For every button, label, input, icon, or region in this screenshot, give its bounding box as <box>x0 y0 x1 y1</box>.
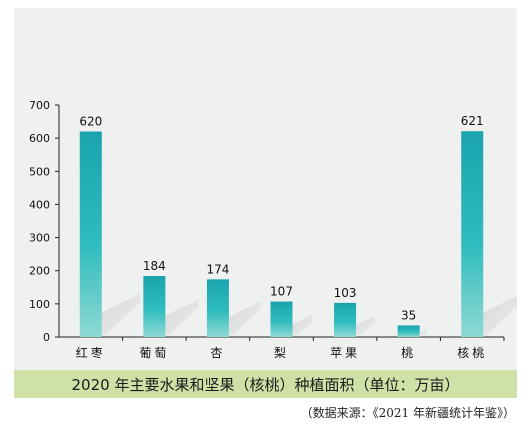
bar-0 <box>79 131 102 337</box>
source-note: （数据来源：《2021 年新疆统计年鉴》） <box>300 406 515 420</box>
bar-4 <box>334 302 357 337</box>
bar-shadow <box>228 301 261 335</box>
data-label: 103 <box>334 286 357 300</box>
bar-shadow <box>101 293 141 335</box>
y-tick-label: 300 <box>29 232 50 245</box>
bar-shadow <box>165 299 199 335</box>
data-label: 620 <box>79 115 102 129</box>
x-tick-label: 梨 <box>274 346 289 360</box>
y-tick-label: 100 <box>29 298 50 311</box>
x-tick-label: 桃 <box>401 345 416 360</box>
x-tick-label: 苹果 <box>330 346 360 360</box>
y-tick-label: 200 <box>29 265 50 278</box>
bar-shadow <box>356 315 375 335</box>
bar-shadow <box>483 295 517 335</box>
bar-shadow <box>292 315 313 335</box>
bar-6 <box>461 131 484 337</box>
data-label: 621 <box>461 114 484 128</box>
bar-5 <box>397 325 420 337</box>
data-label: 35 <box>401 308 416 322</box>
bar-chart: 0 100 200 300 400 500 600 700 620 红枣 184 葡萄 174 杏 107… <box>29 99 517 360</box>
bar-shadow <box>419 329 427 338</box>
chart-title: 2020 年主要水果和坚果（核桃）种植面积（单位：万亩） <box>14 370 517 398</box>
y-tick-label: 0 <box>43 331 50 344</box>
y-tick-label: 700 <box>29 99 50 112</box>
x-tick-label: 杏 <box>210 346 225 360</box>
data-label: 174 <box>206 262 229 276</box>
y-tick-label: 600 <box>29 132 50 145</box>
data-label: 107 <box>270 285 293 299</box>
x-tick-label: 葡萄 <box>139 346 169 360</box>
bar-2 <box>206 279 229 337</box>
bar-3 <box>270 301 293 337</box>
x-tick-label: 核桃 <box>457 345 487 360</box>
x-tick-label: 红枣 <box>76 345 106 360</box>
y-tick-label: 400 <box>29 198 50 211</box>
bar-1 <box>143 276 166 337</box>
chart-panel: 0 100 200 300 400 500 600 700 620 红枣 184 葡萄 174 杏 107… <box>14 8 517 370</box>
y-tick-label: 500 <box>29 165 50 178</box>
data-label: 184 <box>143 259 166 273</box>
